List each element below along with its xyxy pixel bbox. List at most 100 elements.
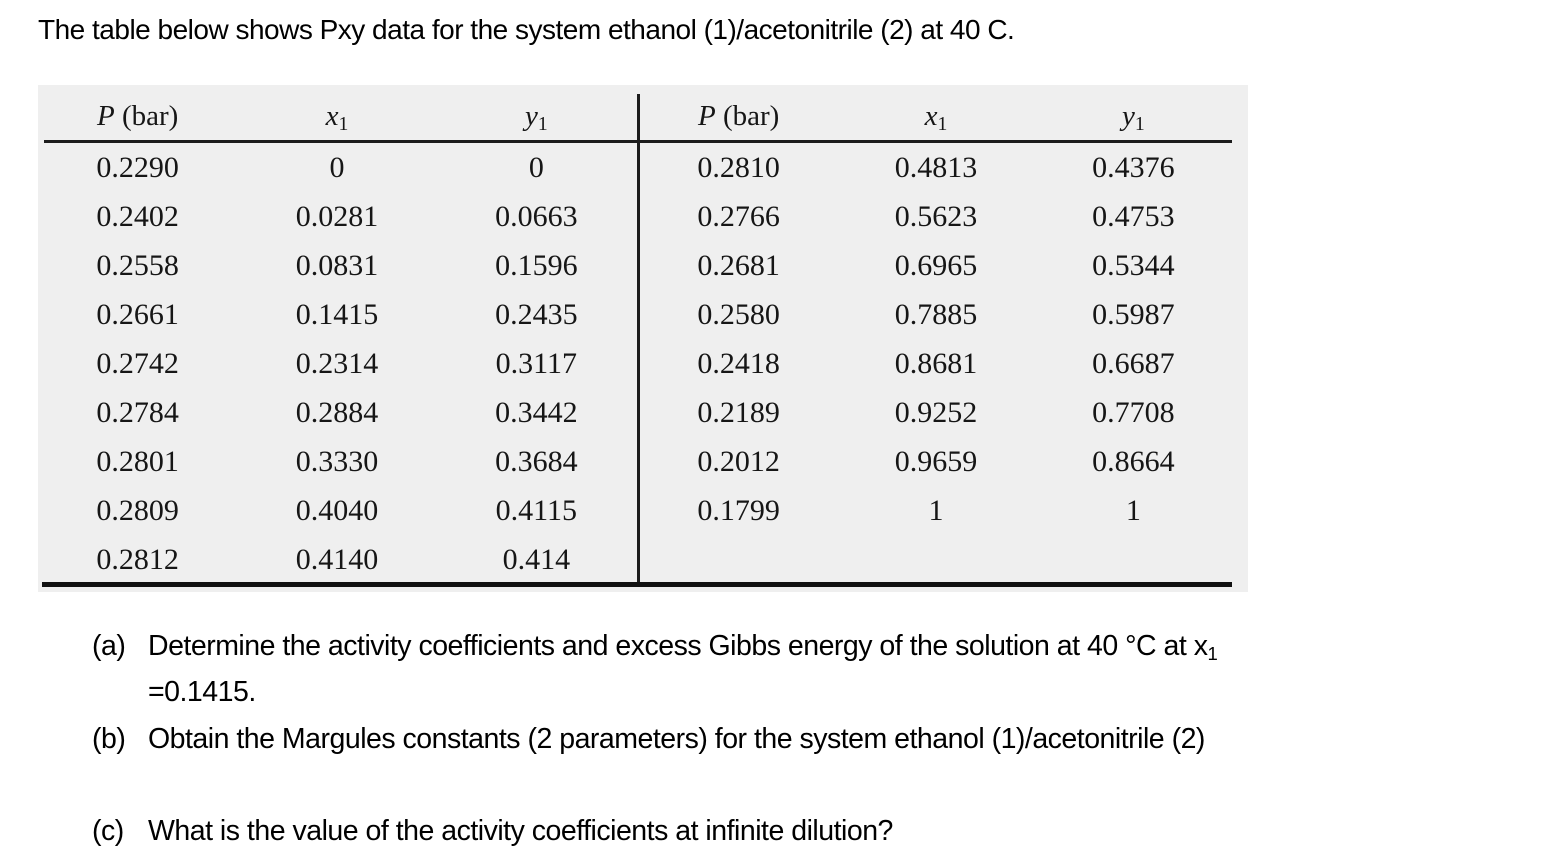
table-cell: 0.1799 <box>697 493 780 527</box>
table-cell: 0.2418 <box>697 346 780 380</box>
table-cell: 0.2012 <box>697 444 780 478</box>
table-cell: 0.2580 <box>697 297 780 331</box>
table-cell: 0.7885 <box>894 297 978 331</box>
table-cell: 0.7708 <box>1092 395 1175 429</box>
table-right-section: P (bar) x1 y1 0.2810 0.4813 0.4376 0.276… <box>640 85 1232 527</box>
table-cell: 0.9659 <box>894 444 978 478</box>
table-header-row: P (bar) x1 y1 <box>640 85 1232 140</box>
table-row: 0.2801 0.3330 0.3684 <box>38 437 636 486</box>
table-cell: 0.2801 <box>96 444 179 478</box>
table-row: 0.2402 0.0281 0.0663 <box>38 192 636 241</box>
table-cell: 0 <box>329 150 345 184</box>
table-row: 0.2742 0.2314 0.3117 <box>38 339 636 388</box>
y-symbol: y <box>524 100 538 132</box>
table-cell: 0.4376 <box>1092 150 1175 184</box>
table-row: 0.2290 0 0 <box>38 143 636 192</box>
question-a-text: Determine the activity coefficients and … <box>148 630 1218 664</box>
question-a-text-main: Determine the activity coefficients and … <box>148 630 1208 662</box>
column-header-pressure: P (bar) <box>38 100 237 133</box>
table-vertical-divider <box>637 94 640 583</box>
table-cell: 0.0663 <box>495 199 578 233</box>
table-cell: 0.2742 <box>96 346 179 380</box>
column-header-pressure: P (bar) <box>640 100 837 133</box>
table-cell: 0.4040 <box>295 493 379 527</box>
question-a-continuation: =0.1415. <box>148 676 256 709</box>
column-header-x1: x1 <box>237 100 436 135</box>
table-row: 0.2784 0.2884 0.3442 <box>38 388 636 437</box>
table-cell: 0.1415 <box>295 297 379 331</box>
table-cell: 0.414 <box>502 542 571 576</box>
problem-statement-title: The table below shows Pxy data for the s… <box>38 14 1015 45</box>
table-row: 0.2189 0.9252 0.7708 <box>640 388 1232 437</box>
x-symbol: x <box>325 100 339 132</box>
table-cell: 0.5987 <box>1092 297 1175 331</box>
table-cell: 0.2402 <box>96 199 179 233</box>
table-cell: 0.3442 <box>495 395 578 429</box>
question-a-label: (a) <box>92 630 126 662</box>
pressure-symbol: P <box>698 100 716 132</box>
table-cell: 0.5344 <box>1092 248 1175 282</box>
table-cell: 0.6965 <box>894 248 978 282</box>
table-row: 0.2812 0.4140 0.414 <box>38 535 636 584</box>
table-cell: 0.2784 <box>96 395 179 429</box>
table-row: 0.2809 0.4040 0.4115 <box>38 486 636 535</box>
table-cell: 0.2558 <box>96 248 179 282</box>
table-row: 0.2810 0.4813 0.4376 <box>640 143 1232 192</box>
table-row: 0.2681 0.6965 0.5344 <box>640 241 1232 290</box>
table-cell: 0 <box>528 150 544 184</box>
table-cell: 1 <box>928 493 944 527</box>
table-cell: 0.2290 <box>96 150 179 184</box>
table-cell: 0.8664 <box>1092 444 1175 478</box>
table-cell: 0.3330 <box>295 444 379 478</box>
pxy-data-table: P (bar) x1 y1 0.2290 0 0 0.2402 0.0281 0… <box>38 85 1248 592</box>
y-symbol: y <box>1121 100 1135 132</box>
question-a: (a) Determine the activity coefficients … <box>92 630 1218 664</box>
table-bottom-rule <box>42 582 1232 587</box>
column-header-y1: y1 <box>437 100 636 135</box>
table-left-section: P (bar) x1 y1 0.2290 0 0 0.2402 0.0281 0… <box>38 85 636 576</box>
table-cell: 0.2435 <box>495 297 578 331</box>
question-a-text-subscript: 1 <box>1207 642 1218 664</box>
x-symbol: x <box>924 100 938 132</box>
y-subscript: 1 <box>1134 112 1145 135</box>
column-header-y1: y1 <box>1035 100 1232 135</box>
table-cell: 0.2812 <box>96 542 179 576</box>
table-cell: 0.2314 <box>295 346 379 380</box>
table-cell: 0.2809 <box>96 493 179 527</box>
question-b: (b) Obtain the Margules constants (2 par… <box>92 723 1205 756</box>
question-c-label: (c) <box>92 815 124 847</box>
table-row: 0.1799 1 1 <box>640 486 1232 535</box>
question-a-continuation-text: =0.1415. <box>148 676 256 708</box>
table-cell: 0.2661 <box>96 297 179 331</box>
table-cell: 0.5623 <box>894 199 978 233</box>
table-cell: 0.2810 <box>697 150 780 184</box>
pressure-symbol: P <box>97 100 115 132</box>
question-c: (c) What is the value of the activity co… <box>92 815 893 848</box>
table-right-rows: 0.2810 0.4813 0.4376 0.2766 0.5623 0.475… <box>640 143 1232 535</box>
table-cell: 0.1596 <box>495 248 578 282</box>
table-cell: 0.6687 <box>1092 346 1175 380</box>
table-cell: 0.2189 <box>697 395 780 429</box>
table-cell: 0.3684 <box>495 444 578 478</box>
x-subscript: 1 <box>937 112 948 135</box>
table-cell: 0.4115 <box>495 493 578 527</box>
table-cell: 0.4140 <box>295 542 379 576</box>
table-row: 0.2558 0.0831 0.1596 <box>38 241 636 290</box>
column-header-x1: x1 <box>837 100 1034 135</box>
table-cell: 0.2884 <box>295 395 379 429</box>
question-b-text: Obtain the Margules constants (2 paramet… <box>148 723 1205 755</box>
table-row: 0.2580 0.7885 0.5987 <box>640 290 1232 339</box>
pressure-unit: (bar) <box>121 100 179 132</box>
table-cell: 0.8681 <box>894 346 978 380</box>
table-row: 0.2661 0.1415 0.2435 <box>38 290 636 339</box>
table-cell: 0.0831 <box>295 248 379 282</box>
table-row: 0.2012 0.9659 0.8664 <box>640 437 1232 486</box>
table-header-rule <box>44 140 1232 143</box>
table-header-row: P (bar) x1 y1 <box>38 85 636 140</box>
table-cell: 1 <box>1125 493 1141 527</box>
table-cell: 0.4813 <box>894 150 978 184</box>
question-b-label: (b) <box>92 723 126 755</box>
y-subscript: 1 <box>537 112 548 135</box>
table-row: 0.2766 0.5623 0.4753 <box>640 192 1232 241</box>
table-cell: 0.3117 <box>495 346 578 380</box>
